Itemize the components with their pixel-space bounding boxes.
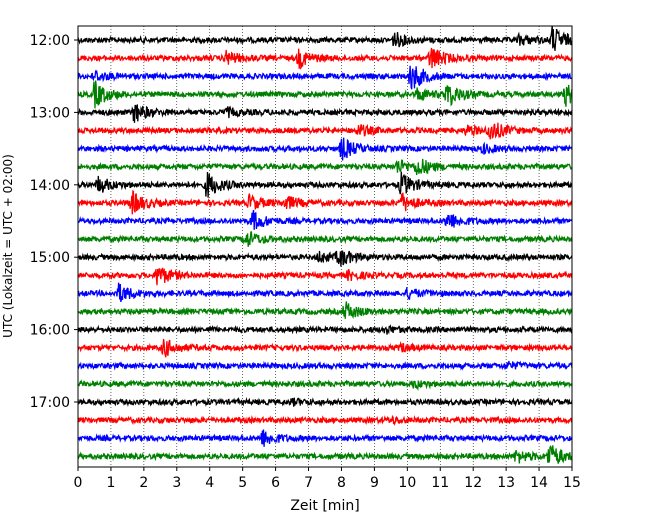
trace-line — [77, 189, 573, 215]
trace-line — [77, 104, 573, 123]
trace-line — [77, 445, 573, 464]
trace-line — [77, 171, 573, 198]
trace-line — [77, 47, 573, 70]
trace-line — [77, 137, 573, 161]
trace-line — [77, 324, 573, 335]
plot-frame — [77, 25, 573, 468]
x-tick-label: 8 — [337, 475, 346, 491]
trace-line — [77, 414, 573, 427]
trace-line — [77, 339, 573, 358]
y-tick-label: 14:00 — [30, 178, 70, 194]
x-tick-label: 4 — [205, 475, 214, 491]
trace-line — [77, 429, 573, 447]
trace-line — [77, 65, 573, 90]
trace-line — [77, 360, 573, 371]
x-tick-label: 0 — [74, 475, 83, 491]
y-tick-label: 13:00 — [30, 105, 70, 121]
x-tick-label: 13 — [497, 475, 515, 491]
y-tick-label: 12:00 — [30, 33, 70, 49]
x-tick-label: 15 — [563, 475, 581, 491]
x-axis-label: Zeit [min] — [290, 498, 359, 514]
y-axis-label: UTC (Lokalzeit = UTC + 02:00) — [1, 154, 15, 338]
tick-layer: 0 1 2 3 4 5 6 7 8 9 10 11 12 13 14 1512:0013:0014:0015:… — [30, 33, 581, 491]
trace-line — [77, 231, 573, 247]
trace-layer — [77, 25, 573, 464]
trace-line — [77, 396, 573, 408]
trace-line — [77, 267, 573, 286]
x-tick-label: 3 — [172, 475, 181, 491]
trace-line — [77, 122, 573, 140]
x-tick-label: 14 — [530, 475, 548, 491]
y-tick-label: 16:00 — [30, 323, 70, 339]
x-tick-label: 5 — [238, 475, 247, 491]
x-tick-label: 12 — [464, 475, 482, 491]
x-tick-label: 10 — [398, 475, 416, 491]
trace-line — [77, 301, 573, 320]
trace-line — [77, 158, 573, 175]
x-tick-label: 2 — [139, 475, 148, 491]
trace-line — [77, 250, 573, 267]
x-tick-label: 11 — [431, 475, 449, 491]
x-tick-label: 1 — [106, 475, 115, 491]
y-tick-label: 15:00 — [30, 250, 70, 266]
x-tick-label: 6 — [271, 475, 280, 491]
trace-line — [77, 209, 573, 230]
y-tick-label: 17:00 — [30, 395, 70, 411]
x-tick-label: 9 — [370, 475, 379, 491]
trace-line — [77, 379, 573, 392]
trace-line — [77, 282, 573, 303]
x-tick-label: 7 — [304, 475, 313, 491]
trace-line — [77, 80, 573, 109]
trace-line — [77, 25, 573, 51]
